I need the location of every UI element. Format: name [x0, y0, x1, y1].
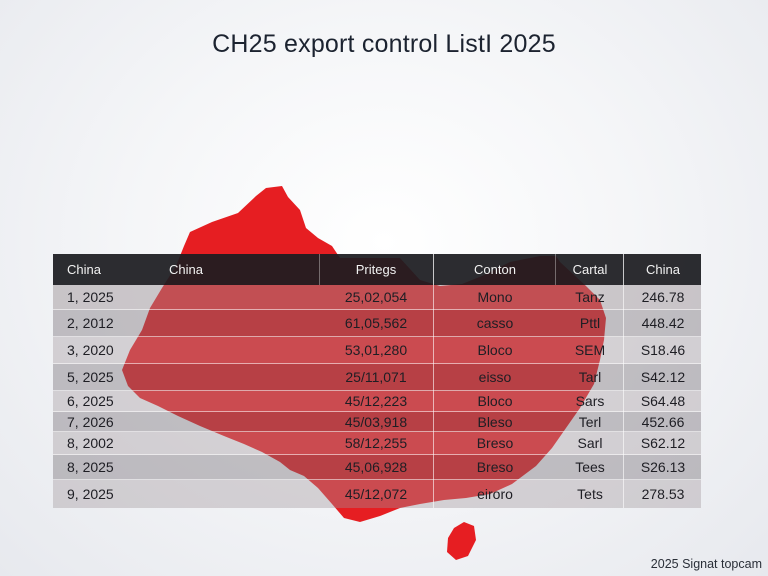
- table-row[interactable]: 7, 2026 45/03,918 Bleso Terl 452.66: [53, 412, 701, 432]
- table-cell: Breso: [476, 435, 514, 451]
- table-cell: 61,05,562: [344, 315, 408, 331]
- table-cell: Mono: [477, 289, 513, 305]
- column-header[interactable]: China: [67, 262, 101, 277]
- table-cell: [169, 412, 319, 431]
- table-cell: Tees: [575, 459, 605, 475]
- table-row[interactable]: 9, 2025 45/12,072 eiroro Tets 278.53: [53, 480, 701, 508]
- table-row[interactable]: 5, 2025 25/11,071 eisso Tarl S42.12: [53, 364, 701, 391]
- table-cell: Sarl: [577, 435, 603, 451]
- column-header[interactable]: Pritegs: [355, 262, 397, 277]
- table-cell: Tarl: [578, 369, 602, 385]
- table-cell: Bleso: [477, 413, 513, 430]
- table-cell: 9, 2025: [67, 486, 114, 502]
- column-divider: [433, 254, 434, 508]
- table-row[interactable]: 6, 2025 45/12,223 Bloco Sars S64.48: [53, 391, 701, 412]
- header-divider: [555, 254, 556, 285]
- table-cell: 7, 2026: [67, 413, 114, 430]
- table-cell: [169, 285, 319, 309]
- table-row[interactable]: 2, 2012 61,05,562 casso Pttl 448.42: [53, 310, 701, 337]
- table-cell: S42.12: [640, 369, 686, 385]
- table-cell: 3, 2020: [67, 342, 114, 358]
- table-cell: S64.48: [640, 393, 686, 409]
- header-divider: [319, 254, 320, 285]
- page-title: CH25 export control ListI 2025: [212, 30, 556, 58]
- table-cell: Tets: [577, 486, 603, 502]
- table-cell: Pttl: [579, 315, 601, 331]
- table-cell: Terl: [578, 413, 602, 430]
- column-header[interactable]: Cartal: [572, 262, 608, 277]
- table-cell: [169, 337, 319, 363]
- table-cell: Breso: [476, 459, 514, 475]
- table-cell: 5, 2025: [67, 369, 114, 385]
- table-cell: 53,01,280: [344, 342, 408, 358]
- table-cell: [169, 391, 319, 411]
- column-divider: [623, 254, 624, 508]
- table-row[interactable]: 3, 2020 53,01,280 Bloco SEM S18.46: [53, 337, 701, 364]
- table-cell: 58/12,255: [344, 435, 408, 451]
- table-cell: [169, 480, 319, 508]
- table-cell: [169, 432, 319, 454]
- table-cell: 45/03,918: [344, 413, 408, 430]
- table-cell: 452.66: [641, 413, 685, 430]
- export-control-table: China China Pritegs Conton Cartal China …: [53, 254, 701, 508]
- column-header[interactable]: Conton: [474, 262, 516, 277]
- table-cell: 8, 2025: [67, 459, 114, 475]
- table-cell: 6, 2025: [67, 393, 114, 409]
- table-cell: [169, 364, 319, 390]
- table-cell: eisso: [478, 369, 512, 385]
- table-header: China China Pritegs Conton Cartal China: [53, 254, 701, 285]
- table-cell: 246.78: [641, 289, 685, 305]
- table-cell: casso: [476, 315, 514, 331]
- table-cell: 45/12,072: [344, 486, 408, 502]
- column-header[interactable]: China: [646, 262, 680, 277]
- table-cell: Bloco: [477, 393, 513, 409]
- table-cell: 45,06,928: [344, 459, 408, 475]
- table-cell: eiroro: [477, 486, 513, 502]
- table-row[interactable]: 8, 2025 45,06,928 Breso Tees S26.13: [53, 455, 701, 480]
- footer-caption: 2025 Signat topcam: [650, 557, 762, 571]
- table-body: 1, 2025 25,02,054 Mono Tanz 246.78 2, 20…: [53, 285, 701, 508]
- table-cell: SEM: [574, 342, 606, 358]
- table-cell: S18.46: [640, 342, 686, 358]
- table-cell: Tanz: [575, 289, 605, 305]
- table-cell: 2, 2012: [67, 315, 114, 331]
- table-cell: 278.53: [641, 486, 685, 502]
- table-cell: Bloco: [477, 342, 513, 358]
- table-row[interactable]: 1, 2025 25,02,054 Mono Tanz 246.78: [53, 285, 701, 310]
- table-cell: [169, 455, 319, 479]
- table-cell: 25/11,071: [345, 369, 407, 385]
- table-cell: 25,02,054: [344, 289, 408, 305]
- table-cell: S62.12: [640, 435, 686, 451]
- table-cell: 1, 2025: [67, 289, 114, 305]
- table-cell: 45/12,223: [344, 393, 408, 409]
- table-cell: Sars: [575, 393, 605, 409]
- table-row[interactable]: 8, 2002 58/12,255 Breso Sarl S62.12: [53, 432, 701, 455]
- table-cell: 448.42: [641, 315, 685, 331]
- table-cell: 8, 2002: [67, 435, 114, 451]
- table-cell: S26.13: [640, 459, 686, 475]
- column-header[interactable]: China: [169, 262, 203, 277]
- table-cell: [169, 310, 319, 336]
